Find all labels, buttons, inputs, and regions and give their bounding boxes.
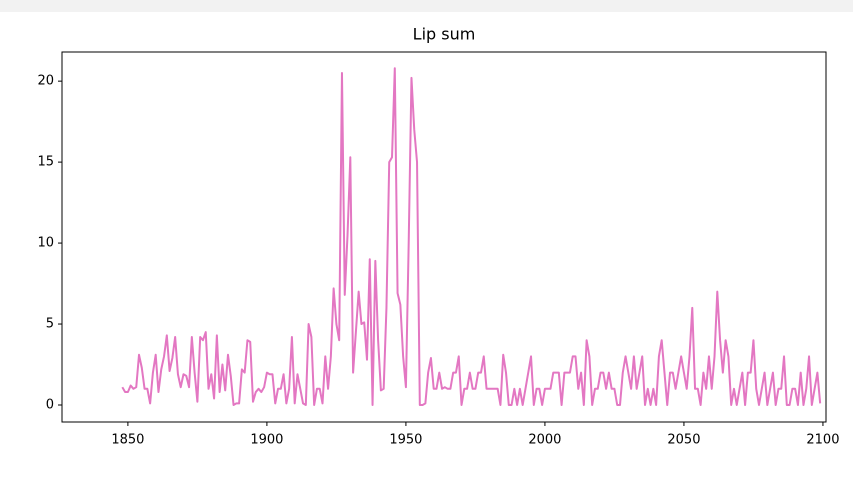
y-tick-label: 10 (37, 236, 54, 251)
x-tick-label: 2000 (528, 433, 561, 448)
data-line (121, 67, 822, 406)
x-tick-label: 2100 (806, 433, 839, 448)
x-tick-label: 2050 (667, 433, 700, 448)
x-tick-label: 1850 (111, 433, 144, 448)
y-tick-label: 0 (46, 397, 54, 412)
y-tick-label: 5 (46, 317, 54, 332)
y-tick-label: 15 (37, 155, 54, 170)
chart-title: Lip sum (413, 25, 476, 44)
plot-frame (61, 51, 827, 423)
top-bar (0, 0, 853, 12)
x-tick-label: 1900 (250, 433, 283, 448)
x-tick-label: 1950 (389, 433, 422, 448)
y-tick-label: 20 (37, 74, 54, 89)
